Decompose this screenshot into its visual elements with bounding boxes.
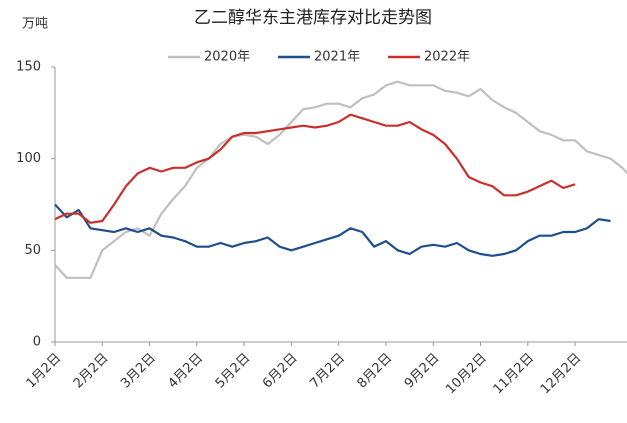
x-tick-label: 12月2日 [538, 351, 585, 398]
x-tick-label: 5月2日 [213, 351, 254, 392]
series-line [54, 113, 576, 224]
y-axis-label: 万吨 [22, 17, 48, 32]
series-line [54, 80, 627, 279]
legend-label: 2022年 [424, 50, 470, 65]
y-tick-label: 50 [24, 243, 41, 258]
x-tick-label: 4月2日 [165, 351, 206, 392]
x-tick-label: 6月2日 [260, 351, 301, 392]
x-tick-label: 7月2日 [307, 351, 348, 392]
chart-title: 乙二醇华东主港库存对比走势图 [194, 8, 432, 28]
y-tick-label: 0 [33, 335, 41, 350]
x-tick-label: 2月2日 [71, 351, 112, 392]
x-tick-label: 3月2日 [118, 351, 159, 392]
series-line [54, 203, 611, 257]
legend-label: 2021年 [314, 50, 360, 65]
x-tick-label: 10月2日 [443, 351, 490, 398]
y-tick-label: 100 [16, 151, 41, 166]
legend-label: 2020年 [204, 50, 250, 65]
y-tick-label: 150 [16, 60, 41, 75]
x-tick-label: 11月2日 [491, 351, 538, 398]
x-tick-label: 8月2日 [355, 351, 396, 392]
x-tick-label: 9月2日 [402, 351, 443, 392]
x-tick-label: 1月2日 [24, 351, 65, 392]
